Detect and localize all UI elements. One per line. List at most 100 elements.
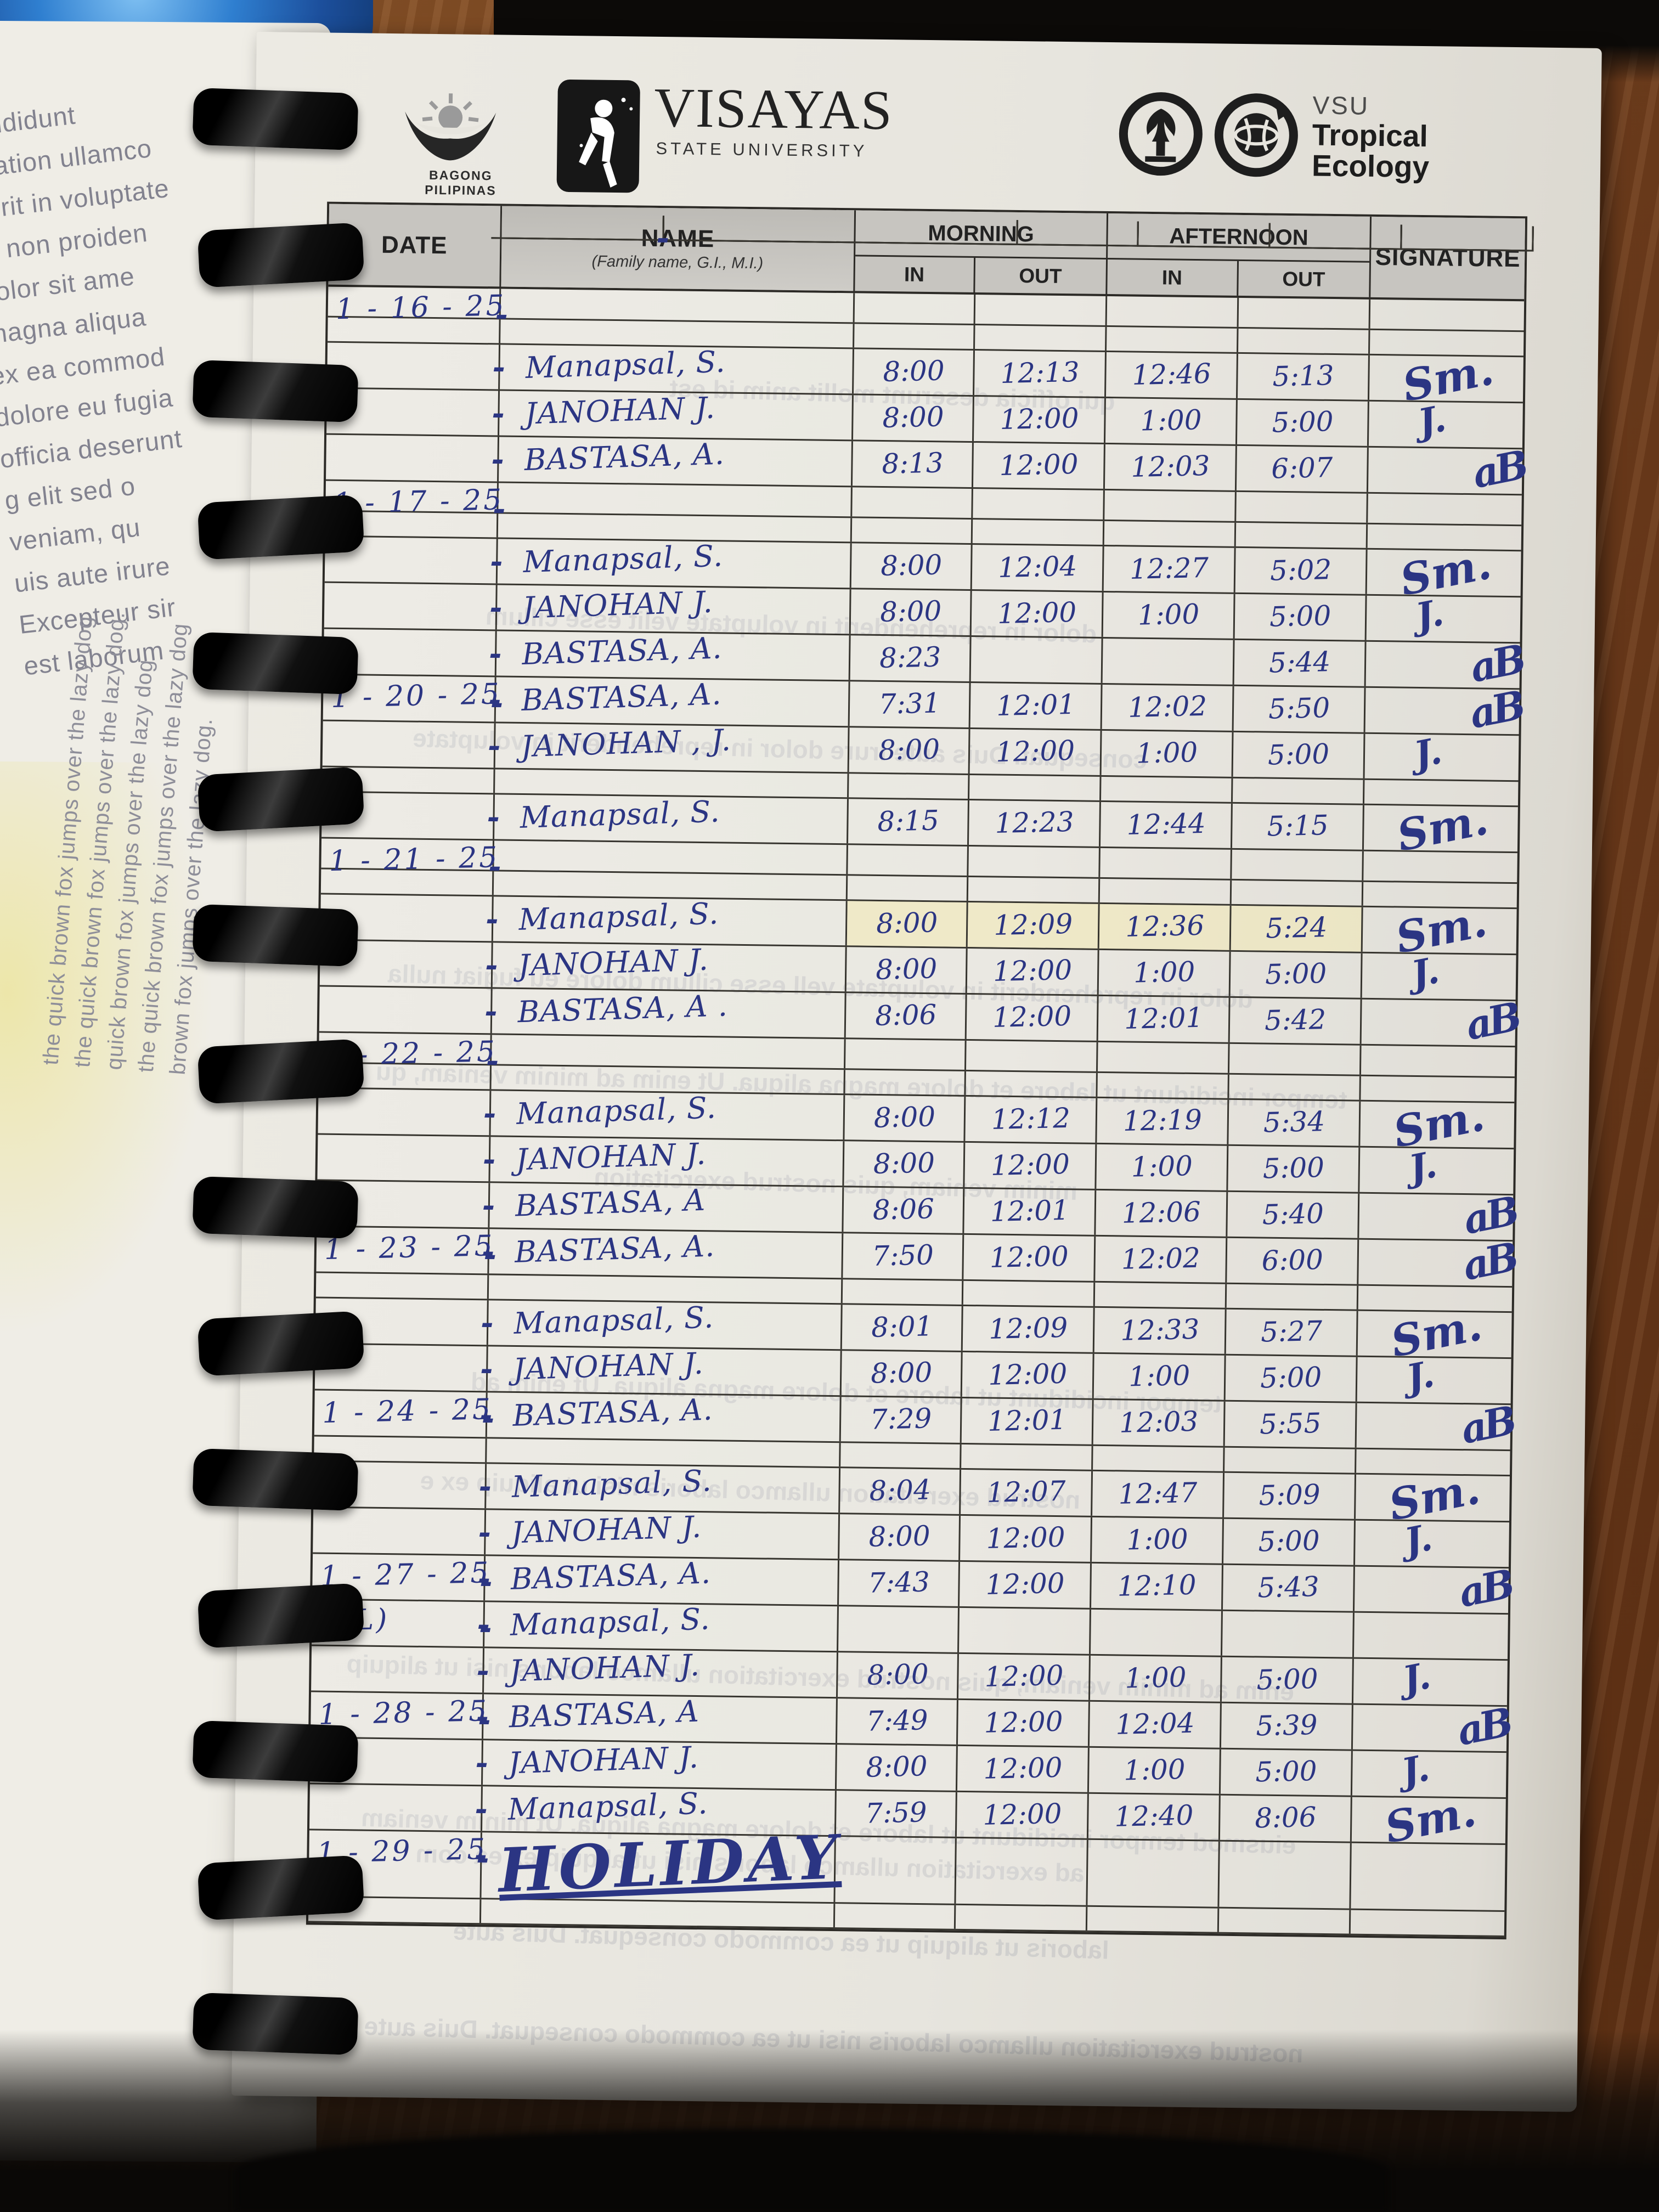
time-value: 12:00	[996, 596, 1077, 630]
time-value: 8:01	[870, 1310, 933, 1344]
time-cell-a-out: 5:00	[1223, 1519, 1356, 1565]
time-value: 12:44	[1126, 807, 1206, 841]
time-cell-m-out	[975, 325, 1107, 351]
time-cell-a-in: 12:27	[1103, 546, 1236, 592]
sheet-header: BAGONG PILIPINAS VISAYAS STATE UNIVERSIT…	[337, 71, 1523, 212]
time-cell-m-out: 12:07	[961, 1469, 1093, 1516]
comb-tooth	[192, 1448, 359, 1511]
time-value: 7:49	[866, 1704, 928, 1737]
time-cell-a-in	[1090, 1609, 1223, 1656]
time-cell-m-out: 12:00	[962, 1352, 1094, 1398]
name-cell: - Manapsal, S.	[486, 896, 848, 946]
time-cell-m-out	[973, 489, 1105, 520]
time-cell-a-out	[1226, 1284, 1359, 1310]
bagong-pilipinas-emblem	[405, 93, 496, 161]
dash-mark: -	[485, 901, 499, 938]
name-cell: - Manapsal, S.	[487, 794, 849, 844]
time-value: 12:00	[983, 1751, 1063, 1785]
dash-mark: -	[489, 589, 503, 626]
attendance-sheet: qui officia deserunt mollit anim id est d…	[232, 32, 1602, 2112]
time-value: 5:55	[1259, 1407, 1322, 1441]
time-cell-a-out: 5:00	[1237, 399, 1369, 446]
foreground-shadow	[236, 2129, 1388, 2212]
time-cell-m-in: 7:50	[843, 1233, 964, 1279]
name-text: BASTASA, A.	[523, 436, 725, 477]
signature-mark: J.	[1410, 729, 1446, 777]
name-header-subtitle: (Family name, G.I., M.I.)	[591, 252, 764, 273]
name-cell: - BASTASA, A.	[488, 676, 850, 726]
time-cell-a-in	[1104, 521, 1237, 546]
name-cell: - BASTASA, A.	[481, 1228, 844, 1278]
signature-mark: J.	[1398, 1746, 1433, 1794]
time-value: 12:01	[1123, 1001, 1204, 1035]
signature-cell: aB	[1359, 1187, 1520, 1243]
signature-mark: J.	[1401, 1516, 1436, 1564]
vsu-emblem	[556, 79, 640, 193]
time-cell-m-in: 8:00	[847, 901, 968, 947]
dash-mark: -	[484, 947, 498, 984]
time-value: 12:00	[990, 1148, 1070, 1182]
time-value: 12:06	[1121, 1195, 1201, 1229]
signature-cell: aB	[1353, 1699, 1514, 1754]
time-value: 5:00	[1255, 1754, 1317, 1788]
time-cell-a-in: 12:46	[1105, 352, 1238, 398]
time-cell-a-out: 5:42	[1229, 997, 1362, 1044]
signature-cell	[1368, 494, 1522, 524]
time-cell-m-in	[840, 1443, 962, 1468]
time-value: 12:33	[1120, 1313, 1200, 1347]
name-cell	[498, 514, 853, 542]
comb-tooth	[197, 1855, 365, 1921]
time-cell-m-out: 12:00	[966, 994, 1099, 1041]
time-value: 5:00	[1267, 738, 1330, 771]
comb-tooth	[192, 1720, 359, 1784]
name-cell: - BASTASA, A.	[477, 1555, 840, 1605]
time-cell-m-in	[834, 1904, 956, 1929]
name-text: JANOHAN J.	[507, 1740, 699, 1781]
time-cell-a-in: 1:00	[1088, 1747, 1221, 1794]
name-text: JANOHAN J.	[510, 1509, 702, 1550]
time-value: 7:43	[867, 1566, 930, 1599]
name-cell: - JANOHAN J.	[480, 1346, 842, 1396]
time-value: 1:00	[1132, 956, 1195, 989]
logo-vsu: VISAYAS STATE UNIVERSITY	[556, 77, 893, 196]
time-value: 5:00	[1271, 405, 1334, 439]
time-cell-m-in: 7:31	[849, 681, 971, 727]
time-cell-a-in	[1104, 490, 1237, 521]
attendance-table: DATE NAME (Family name, G.I., M.I.) MORN…	[306, 201, 1534, 1940]
time-cell-a-in: 12:19	[1097, 1098, 1229, 1144]
signature-cell: J.	[1353, 1654, 1508, 1705]
time-cell-a-out	[1219, 1841, 1352, 1909]
time-value: 5:40	[1261, 1197, 1324, 1231]
signature-cell: Sm.	[1356, 1464, 1510, 1531]
time-cell-m-in: 7:49	[837, 1699, 958, 1745]
time-cell-m-in: 8:00	[853, 395, 974, 442]
morning-in-label: IN	[904, 262, 925, 286]
time-cell-m-in: 8:00	[844, 1095, 966, 1141]
time-cell-m-in	[848, 845, 969, 876]
time-cell-a-out: 5:00	[1230, 951, 1363, 998]
time-value: 12:09	[988, 1311, 1068, 1345]
signature-cell: aB	[1362, 993, 1522, 1049]
dash-mark: -	[477, 1606, 490, 1643]
time-cell-a-in: 12:01	[1098, 996, 1231, 1042]
date-header-label: DATE	[381, 231, 448, 259]
time-cell-a-in	[1100, 848, 1232, 879]
name-text: BASTASA, A .	[517, 988, 729, 1030]
comb-tooth	[197, 766, 365, 832]
signature-cell: J.	[1365, 729, 1519, 780]
time-cell-m-in: 8:00	[841, 1351, 963, 1397]
time-cell-m-in: 8:06	[845, 993, 967, 1039]
time-value: 12:00	[992, 953, 1073, 988]
time-value: 5:27	[1260, 1314, 1323, 1348]
name-cell	[493, 871, 848, 900]
time-value: 5:00	[1264, 957, 1327, 991]
name-cell: - Manapsal, S.	[492, 345, 855, 394]
time-cell-a-out	[1229, 1074, 1361, 1100]
time-cell-a-out: 5:00	[1234, 594, 1367, 640]
time-cell-a-in: 12:33	[1094, 1307, 1227, 1354]
dash-mark: -	[479, 1397, 493, 1434]
name-text: BASTASA, A.	[510, 1555, 712, 1596]
time-cell-a-in: 12:02	[1095, 1236, 1228, 1283]
time-cell-m-in	[851, 518, 973, 544]
time-cell-m-in	[845, 1039, 967, 1070]
